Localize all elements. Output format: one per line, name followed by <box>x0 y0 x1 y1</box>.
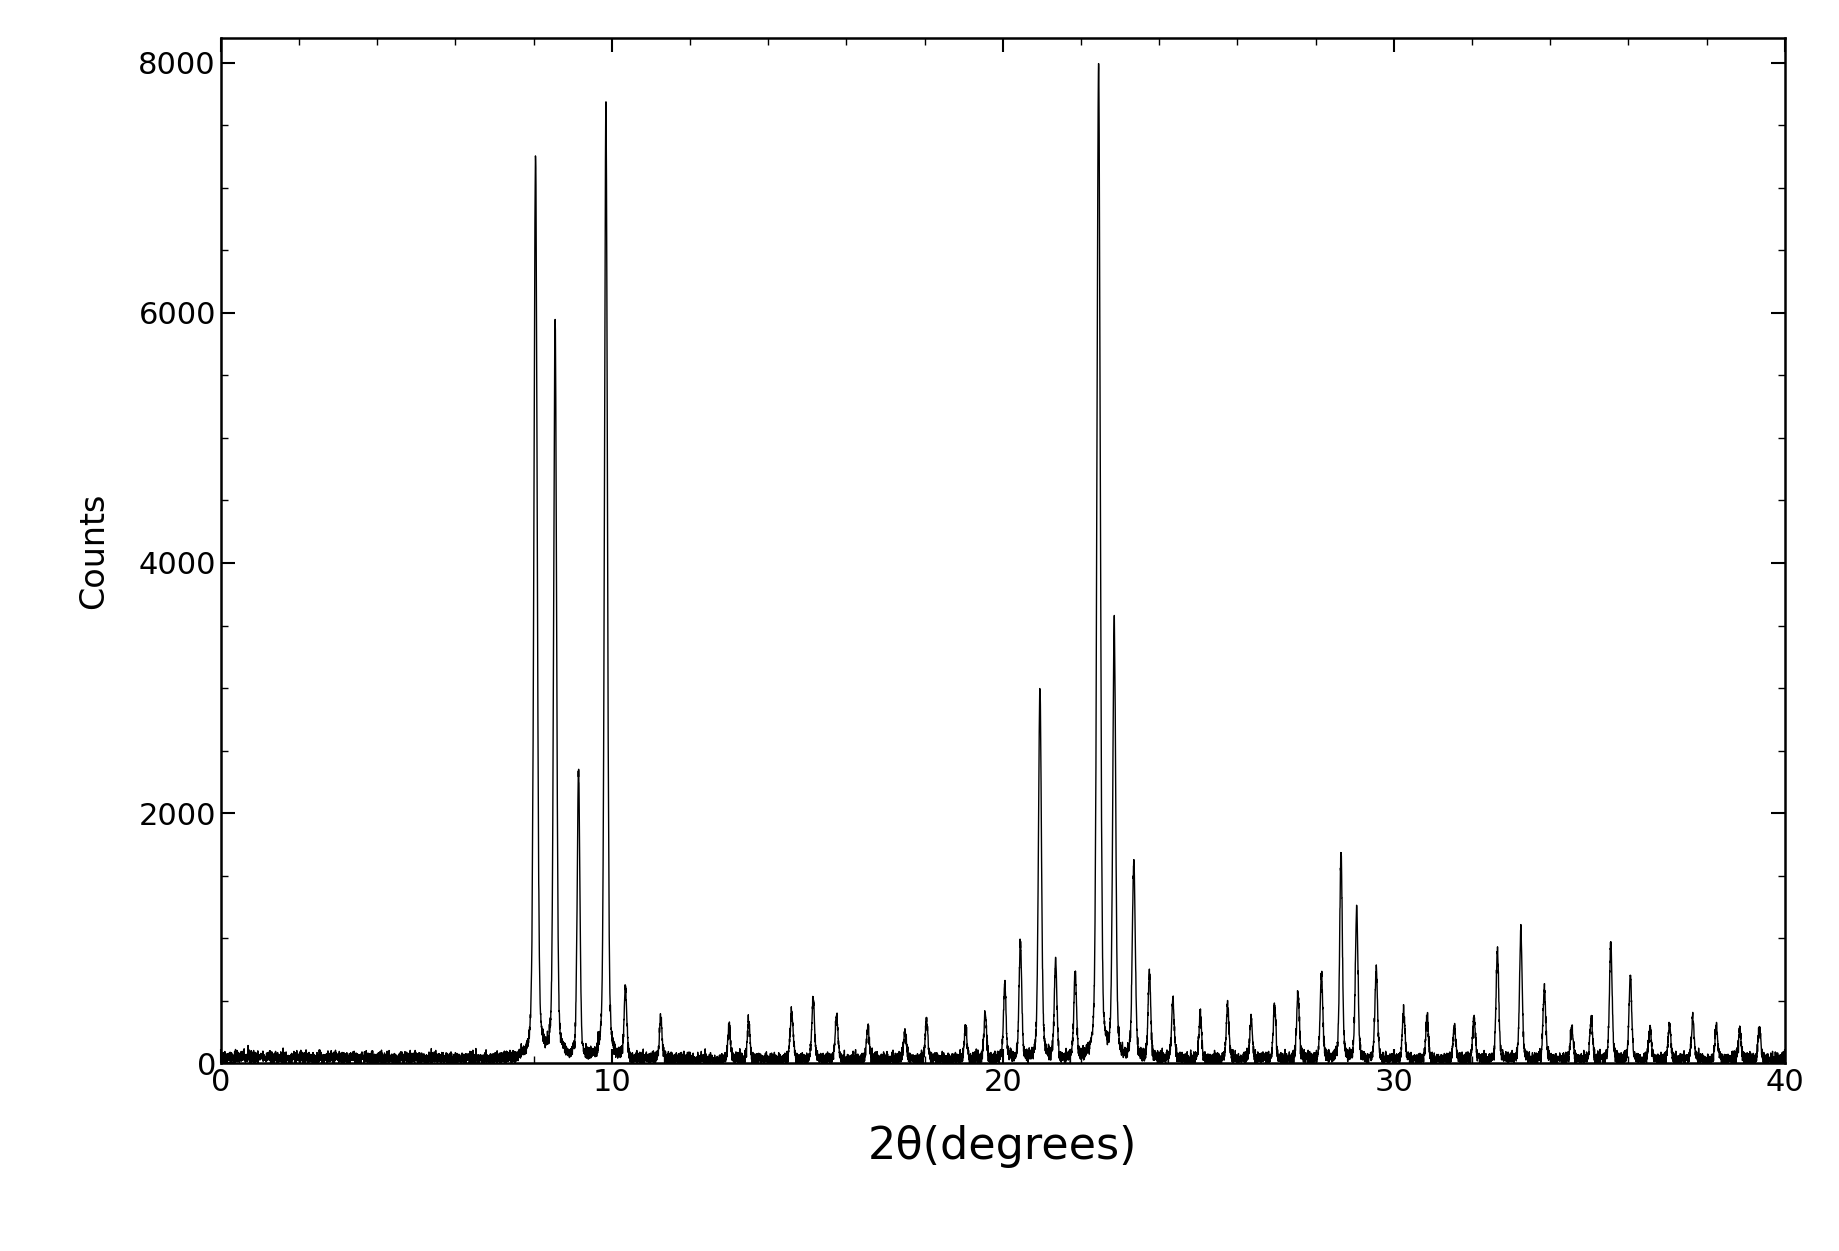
Y-axis label: Counts: Counts <box>77 492 110 609</box>
X-axis label: 2θ(degrees): 2θ(degrees) <box>868 1125 1137 1168</box>
